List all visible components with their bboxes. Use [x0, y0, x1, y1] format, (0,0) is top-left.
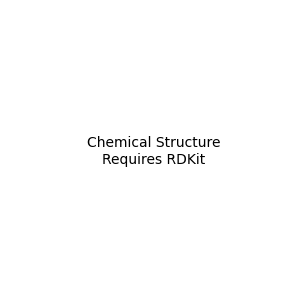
Text: Chemical Structure
Requires RDKit: Chemical Structure Requires RDKit	[87, 136, 220, 166]
